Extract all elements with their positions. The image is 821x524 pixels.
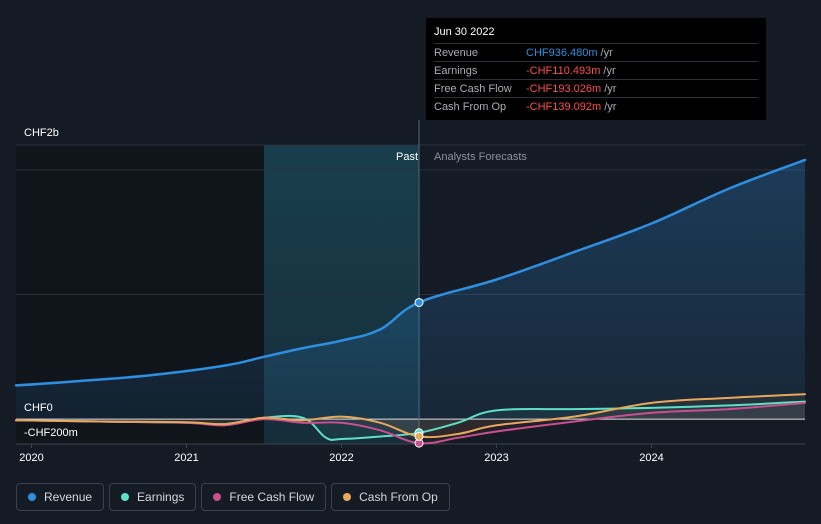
legend-label: Cash From Op [359, 490, 438, 504]
tooltip-unit: /yr [604, 100, 617, 113]
tooltip-label: Revenue [434, 46, 479, 59]
hover-marker-revenue [414, 297, 424, 307]
revenue-area [16, 159, 805, 420]
forecast-label: Analysts Forecasts [434, 151, 527, 163]
tooltip-value: CHF936.480m [526, 46, 598, 59]
tooltip-row-free-cash-flow: Free Cash Flow -CHF193.026m /yr [434, 79, 758, 97]
legend-dot-icon [28, 493, 36, 501]
x-axis-ticks: 2020 2021 2022 2023 2024 [19, 444, 664, 464]
series-line-revenue [14, 158, 807, 387]
tooltip-value: -CHF110.493m [526, 64, 601, 77]
tooltip-unit: /yr [600, 46, 613, 59]
legend-item-cash-from-op[interactable]: Cash From Op [331, 483, 450, 511]
x-tick-label: 2023 [484, 452, 508, 464]
x-tick-label: 2022 [329, 452, 353, 464]
chart-series [14, 158, 807, 445]
legend-label: Free Cash Flow [229, 490, 315, 504]
tooltip-date: Jun 30 2022 [434, 26, 495, 38]
legend-label: Earnings [137, 490, 185, 504]
series-area-free-cash-flow [16, 402, 805, 444]
legend-dot-icon [343, 493, 352, 501]
x-tick-label: 2021 [174, 452, 198, 464]
chart-labels: CHF2b CHF0 -CHF200m Past Analysts Foreca… [24, 127, 527, 439]
legend-dot-icon [121, 493, 130, 501]
y-axis-label-zero: CHF0 [24, 402, 53, 414]
hover-tooltip: Jun 30 2022 Revenue CHF936.480m /yr Earn… [426, 18, 766, 120]
legend-item-revenue[interactable]: Revenue [16, 483, 105, 511]
legend-dot-icon [213, 493, 222, 501]
legend-item-free-cash-flow[interactable]: Free Cash Flow [201, 483, 327, 511]
legend-item-earnings[interactable]: Earnings [109, 483, 197, 511]
series-line-cash-from-op [15, 393, 806, 439]
legend-label: Revenue [44, 490, 93, 504]
tooltip-value: -CHF193.026m [526, 82, 602, 95]
x-tick-label: 2020 [19, 452, 43, 464]
tooltip-label: Cash From Op [434, 100, 507, 113]
tooltip-value: -CHF139.092m [526, 100, 602, 113]
tooltip-label: Free Cash Flow [434, 82, 512, 95]
hover-markers [414, 297, 424, 448]
tooltip-row-earnings: Earnings -CHF110.493m /yr [434, 61, 758, 79]
tooltip-label: Earnings [434, 64, 478, 77]
tooltip-row-cash-from-op: Cash From Op -CHF139.092m /yr [434, 97, 758, 115]
chart-legend: Revenue Earnings Free Cash Flow Cash Fro… [16, 483, 450, 511]
y-axis-label-bottom: -CHF200m [24, 427, 78, 439]
tooltip-row-revenue: Revenue CHF936.480m /yr [434, 43, 758, 61]
x-tick-label: 2024 [639, 452, 663, 464]
past-label: Past [396, 151, 418, 163]
y-axis-label-top: CHF2b [24, 127, 59, 139]
tooltip-unit: /yr [603, 64, 616, 77]
tooltip-unit: /yr [604, 82, 617, 95]
hover-marker-cash-from-op [414, 431, 424, 441]
financial-chart: CHF2b CHF0 -CHF200m Past Analysts Foreca… [14, 120, 807, 464]
